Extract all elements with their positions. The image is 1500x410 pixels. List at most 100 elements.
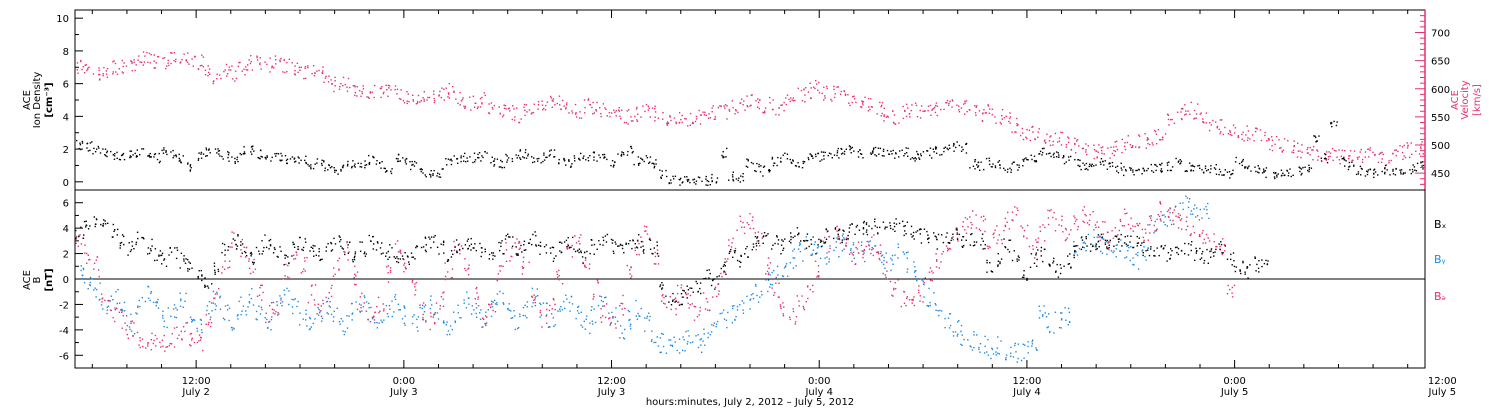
data-point	[479, 106, 482, 108]
data-point	[361, 310, 363, 312]
data-point	[890, 269, 892, 272]
data-point	[802, 162, 805, 165]
data-point	[669, 339, 672, 341]
data-point	[588, 268, 591, 270]
data-point	[539, 241, 542, 244]
data-point	[414, 294, 416, 296]
data-point	[567, 237, 569, 239]
data-point	[748, 223, 750, 226]
data-point	[451, 276, 453, 279]
data-point	[615, 327, 617, 329]
data-point	[1046, 133, 1048, 135]
data-point	[848, 231, 850, 233]
data-point	[1068, 233, 1070, 236]
data-point	[628, 109, 630, 111]
data-point	[1003, 167, 1005, 170]
data-point	[936, 238, 938, 241]
data-point	[980, 244, 982, 246]
data-point	[563, 105, 565, 107]
data-point	[498, 265, 501, 267]
data-point	[397, 258, 399, 260]
data-point	[873, 234, 875, 236]
data-point	[334, 85, 336, 87]
data-point	[778, 114, 780, 116]
data-point	[1095, 246, 1097, 248]
data-point	[342, 330, 344, 332]
data-point	[432, 173, 434, 175]
data-point	[565, 294, 567, 296]
data-point	[300, 159, 302, 161]
density-tick-label: 6	[63, 80, 69, 91]
data-point	[1029, 139, 1031, 142]
data-point	[286, 162, 288, 165]
data-point	[1273, 171, 1275, 174]
data-point	[481, 251, 483, 254]
data-point	[602, 236, 604, 239]
data-point	[260, 155, 262, 158]
data-point	[1234, 161, 1237, 163]
data-point	[485, 324, 487, 326]
data-point	[884, 226, 887, 228]
data-point	[440, 243, 442, 245]
data-point	[1159, 218, 1161, 220]
data-point	[1348, 155, 1350, 157]
data-point	[1052, 140, 1054, 143]
data-point	[1264, 170, 1267, 172]
data-point	[416, 326, 418, 328]
data-point	[354, 166, 356, 168]
data-point	[562, 99, 564, 102]
data-point	[543, 246, 546, 248]
data-point	[851, 101, 853, 104]
data-point	[168, 64, 170, 67]
data-point	[868, 241, 870, 243]
data-point	[1015, 214, 1018, 216]
data-point	[428, 236, 430, 238]
data-point	[987, 105, 990, 107]
data-point	[1026, 158, 1028, 161]
data-point	[587, 160, 590, 162]
data-point	[531, 156, 533, 158]
data-point	[197, 157, 200, 160]
data-point	[662, 294, 664, 296]
data-point	[879, 101, 881, 104]
data-point	[128, 326, 131, 328]
data-point	[752, 292, 754, 295]
data-point	[1299, 150, 1301, 152]
data-point	[1231, 134, 1233, 136]
data-point	[457, 102, 459, 105]
data-point	[1058, 140, 1061, 142]
data-point	[505, 108, 507, 110]
data-point	[732, 178, 734, 181]
data-point	[454, 321, 457, 324]
data-point	[132, 154, 134, 156]
data-point	[466, 157, 468, 159]
bottom-data-points	[75, 195, 1269, 363]
data-point	[411, 281, 413, 283]
data-point	[931, 280, 933, 282]
data-point	[584, 266, 586, 268]
data-point	[958, 144, 961, 147]
data-point	[771, 248, 773, 250]
data-point	[732, 237, 734, 240]
data-point	[841, 241, 843, 243]
data-point	[250, 60, 252, 63]
data-point	[459, 253, 461, 255]
data-point	[1352, 159, 1354, 162]
data-point	[793, 257, 796, 259]
data-point	[403, 271, 405, 273]
data-point	[699, 310, 701, 312]
data-point	[355, 275, 357, 277]
data-point	[225, 63, 228, 66]
data-point	[403, 306, 406, 308]
data-point	[1190, 165, 1192, 167]
data-point	[1185, 170, 1188, 172]
data-point	[781, 239, 783, 241]
data-point	[145, 347, 147, 349]
data-point	[687, 180, 689, 183]
data-point	[375, 249, 378, 251]
data-point	[383, 319, 385, 321]
data-point	[629, 328, 632, 330]
data-point	[121, 311, 123, 313]
data-point	[595, 109, 597, 111]
data-point	[490, 315, 493, 318]
